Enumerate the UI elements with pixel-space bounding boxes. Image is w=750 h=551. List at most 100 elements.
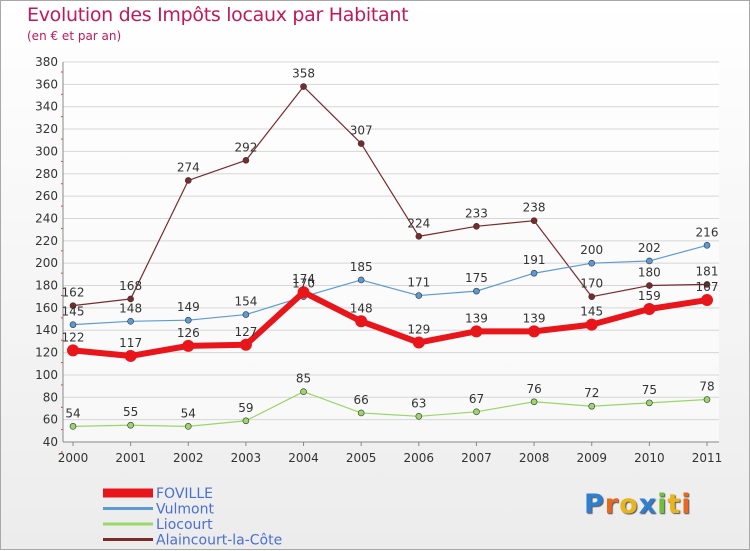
data-label: 274	[177, 160, 200, 174]
data-point	[473, 408, 480, 416]
data-point	[300, 388, 307, 396]
data-point	[646, 257, 653, 265]
data-label: 139	[465, 311, 488, 325]
y-tick-label: 220	[35, 234, 58, 248]
data-label: 127	[234, 325, 257, 339]
data-label: 307	[350, 124, 373, 138]
data-point	[415, 233, 423, 240]
data-point	[528, 325, 541, 338]
data-point	[530, 217, 538, 225]
data-point	[588, 259, 596, 267]
x-tick-label: 2007	[461, 451, 492, 465]
legend-label: Vulmont	[156, 502, 214, 518]
y-tick-label: 320	[35, 122, 58, 136]
data-label: 145	[580, 305, 603, 319]
logo-letter: o	[619, 489, 639, 520]
y-tick-label: 240	[35, 211, 58, 225]
data-label: 224	[407, 216, 430, 230]
data-point	[184, 316, 192, 324]
data-label: 168	[119, 279, 142, 293]
y-tick-label: 280	[35, 167, 58, 181]
data-label: 175	[465, 271, 488, 285]
data-point	[69, 321, 77, 328]
x-tick-label: 2001	[115, 451, 146, 465]
series-line-foville	[72, 289, 708, 359]
data-point	[184, 177, 192, 184]
x-tick-label: 2009	[576, 451, 607, 465]
data-point	[701, 294, 713, 307]
series-line-alaincourt-la-côte	[72, 85, 708, 307]
data-point	[69, 302, 77, 309]
data-point	[127, 317, 134, 325]
data-label: 145	[62, 305, 85, 319]
data-label: 122	[62, 330, 85, 344]
data-point	[588, 293, 596, 301]
data-point	[703, 241, 711, 249]
legend-label: Alaincourt-la-Côte	[156, 533, 282, 549]
y-tick-label: 200	[35, 256, 58, 270]
x-tick-label: 2006	[404, 451, 435, 465]
data-label: 292	[234, 140, 257, 154]
data-label: 55	[123, 405, 138, 419]
data-point	[415, 292, 423, 299]
data-point	[646, 399, 653, 407]
data-label: 148	[119, 301, 142, 315]
data-point	[530, 269, 538, 277]
data-point	[585, 318, 598, 331]
data-point	[473, 287, 480, 295]
data-label: 167	[696, 280, 719, 294]
data-point	[242, 417, 250, 425]
data-point	[300, 83, 307, 90]
data-point	[242, 311, 250, 318]
data-point	[703, 396, 711, 403]
y-tick-label: 380	[35, 55, 58, 69]
data-label: 154	[234, 295, 257, 309]
y-tick-label: 160	[35, 301, 58, 315]
legend-label: Liocourt	[156, 517, 213, 533]
data-label: 170	[580, 277, 603, 291]
y-tick-label: 60	[43, 413, 58, 427]
y-tick-label: 140	[35, 323, 58, 337]
plot-area	[63, 62, 719, 442]
data-point	[357, 140, 365, 147]
data-label: 238	[523, 201, 546, 215]
data-label: 63	[411, 396, 426, 410]
x-tick-label: 2002	[173, 451, 204, 465]
data-label: 76	[526, 382, 541, 396]
x-tick-label: 2003	[231, 451, 262, 465]
data-label: 216	[696, 225, 719, 239]
data-label: 75	[642, 383, 657, 397]
data-point	[239, 338, 252, 351]
data-label: 159	[638, 289, 661, 303]
data-label: 181	[696, 264, 719, 278]
data-label: 191	[523, 253, 546, 267]
data-label: 180	[638, 266, 661, 280]
data-point	[357, 276, 365, 284]
data-label: 126	[177, 326, 200, 340]
data-label: 66	[354, 393, 369, 407]
data-point	[242, 157, 250, 164]
y-tick-label: 80	[43, 390, 58, 404]
y-tick-label: 340	[35, 100, 58, 114]
data-point	[124, 349, 137, 362]
y-tick-label: 180	[35, 279, 58, 293]
data-point	[473, 222, 480, 230]
y-tick-label: 260	[35, 189, 58, 203]
y-tick-label: 40	[43, 435, 58, 449]
data-point	[127, 295, 134, 303]
x-tick-label: 2011	[692, 451, 723, 465]
data-label: 67	[469, 392, 484, 406]
data-label: 185	[350, 260, 373, 274]
x-tick-label: 2008	[519, 451, 550, 465]
y-tick-label: 300	[35, 144, 58, 158]
x-tick-label: 2005	[346, 451, 377, 465]
series-line-vulmont	[72, 244, 708, 326]
data-point	[127, 421, 134, 429]
data-point	[530, 398, 538, 406]
y-tick-label: 100	[35, 368, 58, 382]
data-label: 139	[523, 311, 546, 325]
logo-letter: t	[667, 489, 682, 520]
y-tick-label: 120	[35, 346, 58, 360]
